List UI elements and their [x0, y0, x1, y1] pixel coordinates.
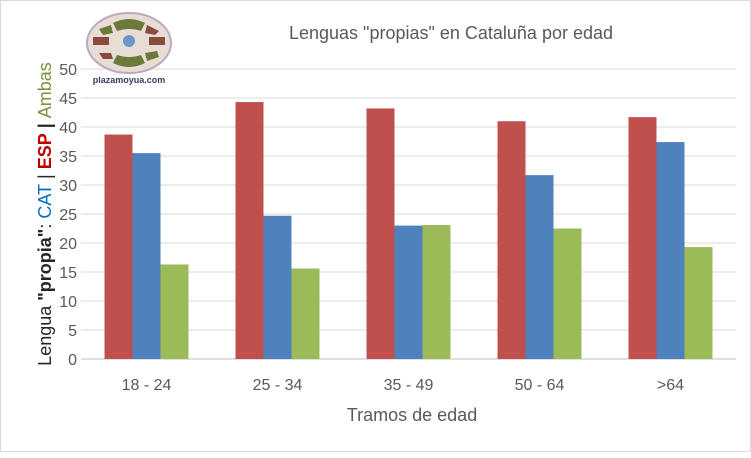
y-axis-label: Lengua "propia": CAT | ESP | Ambas [35, 62, 55, 366]
y-tick-label: 45 [59, 91, 77, 108]
y-label-part: Ambas [35, 62, 55, 118]
bar-esp [235, 102, 264, 359]
bar-cat [394, 225, 423, 359]
y-label-part: CAT [35, 184, 55, 219]
y-label-part: "propia" [35, 229, 55, 301]
x-tick-label: 25 - 34 [253, 377, 303, 394]
x-tick-label: 50 - 64 [515, 377, 565, 394]
bar-esp [366, 108, 395, 359]
y-tick-label: 25 [59, 207, 77, 224]
bar-ambas [553, 228, 582, 359]
y-tick-label: 30 [59, 178, 77, 195]
y-label-part: Lengua [35, 301, 55, 366]
bar-cat [656, 142, 685, 359]
x-tick-label: >64 [657, 377, 684, 394]
logo-text: plazamoyua.com [93, 75, 166, 85]
x-tick-label: 18 - 24 [122, 377, 172, 394]
bar-ambas [684, 247, 713, 359]
y-label-part: | [35, 118, 55, 133]
bar-ambas [291, 268, 320, 359]
y-tick-label: 0 [68, 352, 77, 369]
bar-cat [132, 153, 161, 359]
y-tick-label: 10 [59, 294, 77, 311]
y-label-part: : [35, 219, 55, 229]
bar-ambas [422, 225, 451, 359]
y-tick-label: 15 [59, 265, 77, 282]
bar-esp [497, 121, 526, 359]
x-tick-label: 35 - 49 [384, 377, 434, 394]
bar-cat [263, 215, 292, 359]
y-tick-label: 35 [59, 149, 77, 166]
y-tick-label: 20 [59, 236, 77, 253]
y-tick-label: 40 [59, 120, 77, 137]
y-tick-label: 5 [68, 323, 77, 340]
y-label-part: ESP [35, 133, 55, 169]
y-label-part: | [35, 169, 55, 184]
y-tick-label: 50 [59, 62, 77, 79]
chart-title: Lenguas "propias" en Cataluña por edad [289, 23, 613, 43]
x-axis-label: Tramos de edad [347, 405, 477, 425]
bar-ambas [160, 264, 189, 359]
bar-esp [104, 134, 133, 359]
bar-cat [525, 175, 554, 359]
logo: plazamoyua.com [86, 12, 172, 85]
bar-esp [628, 117, 657, 359]
